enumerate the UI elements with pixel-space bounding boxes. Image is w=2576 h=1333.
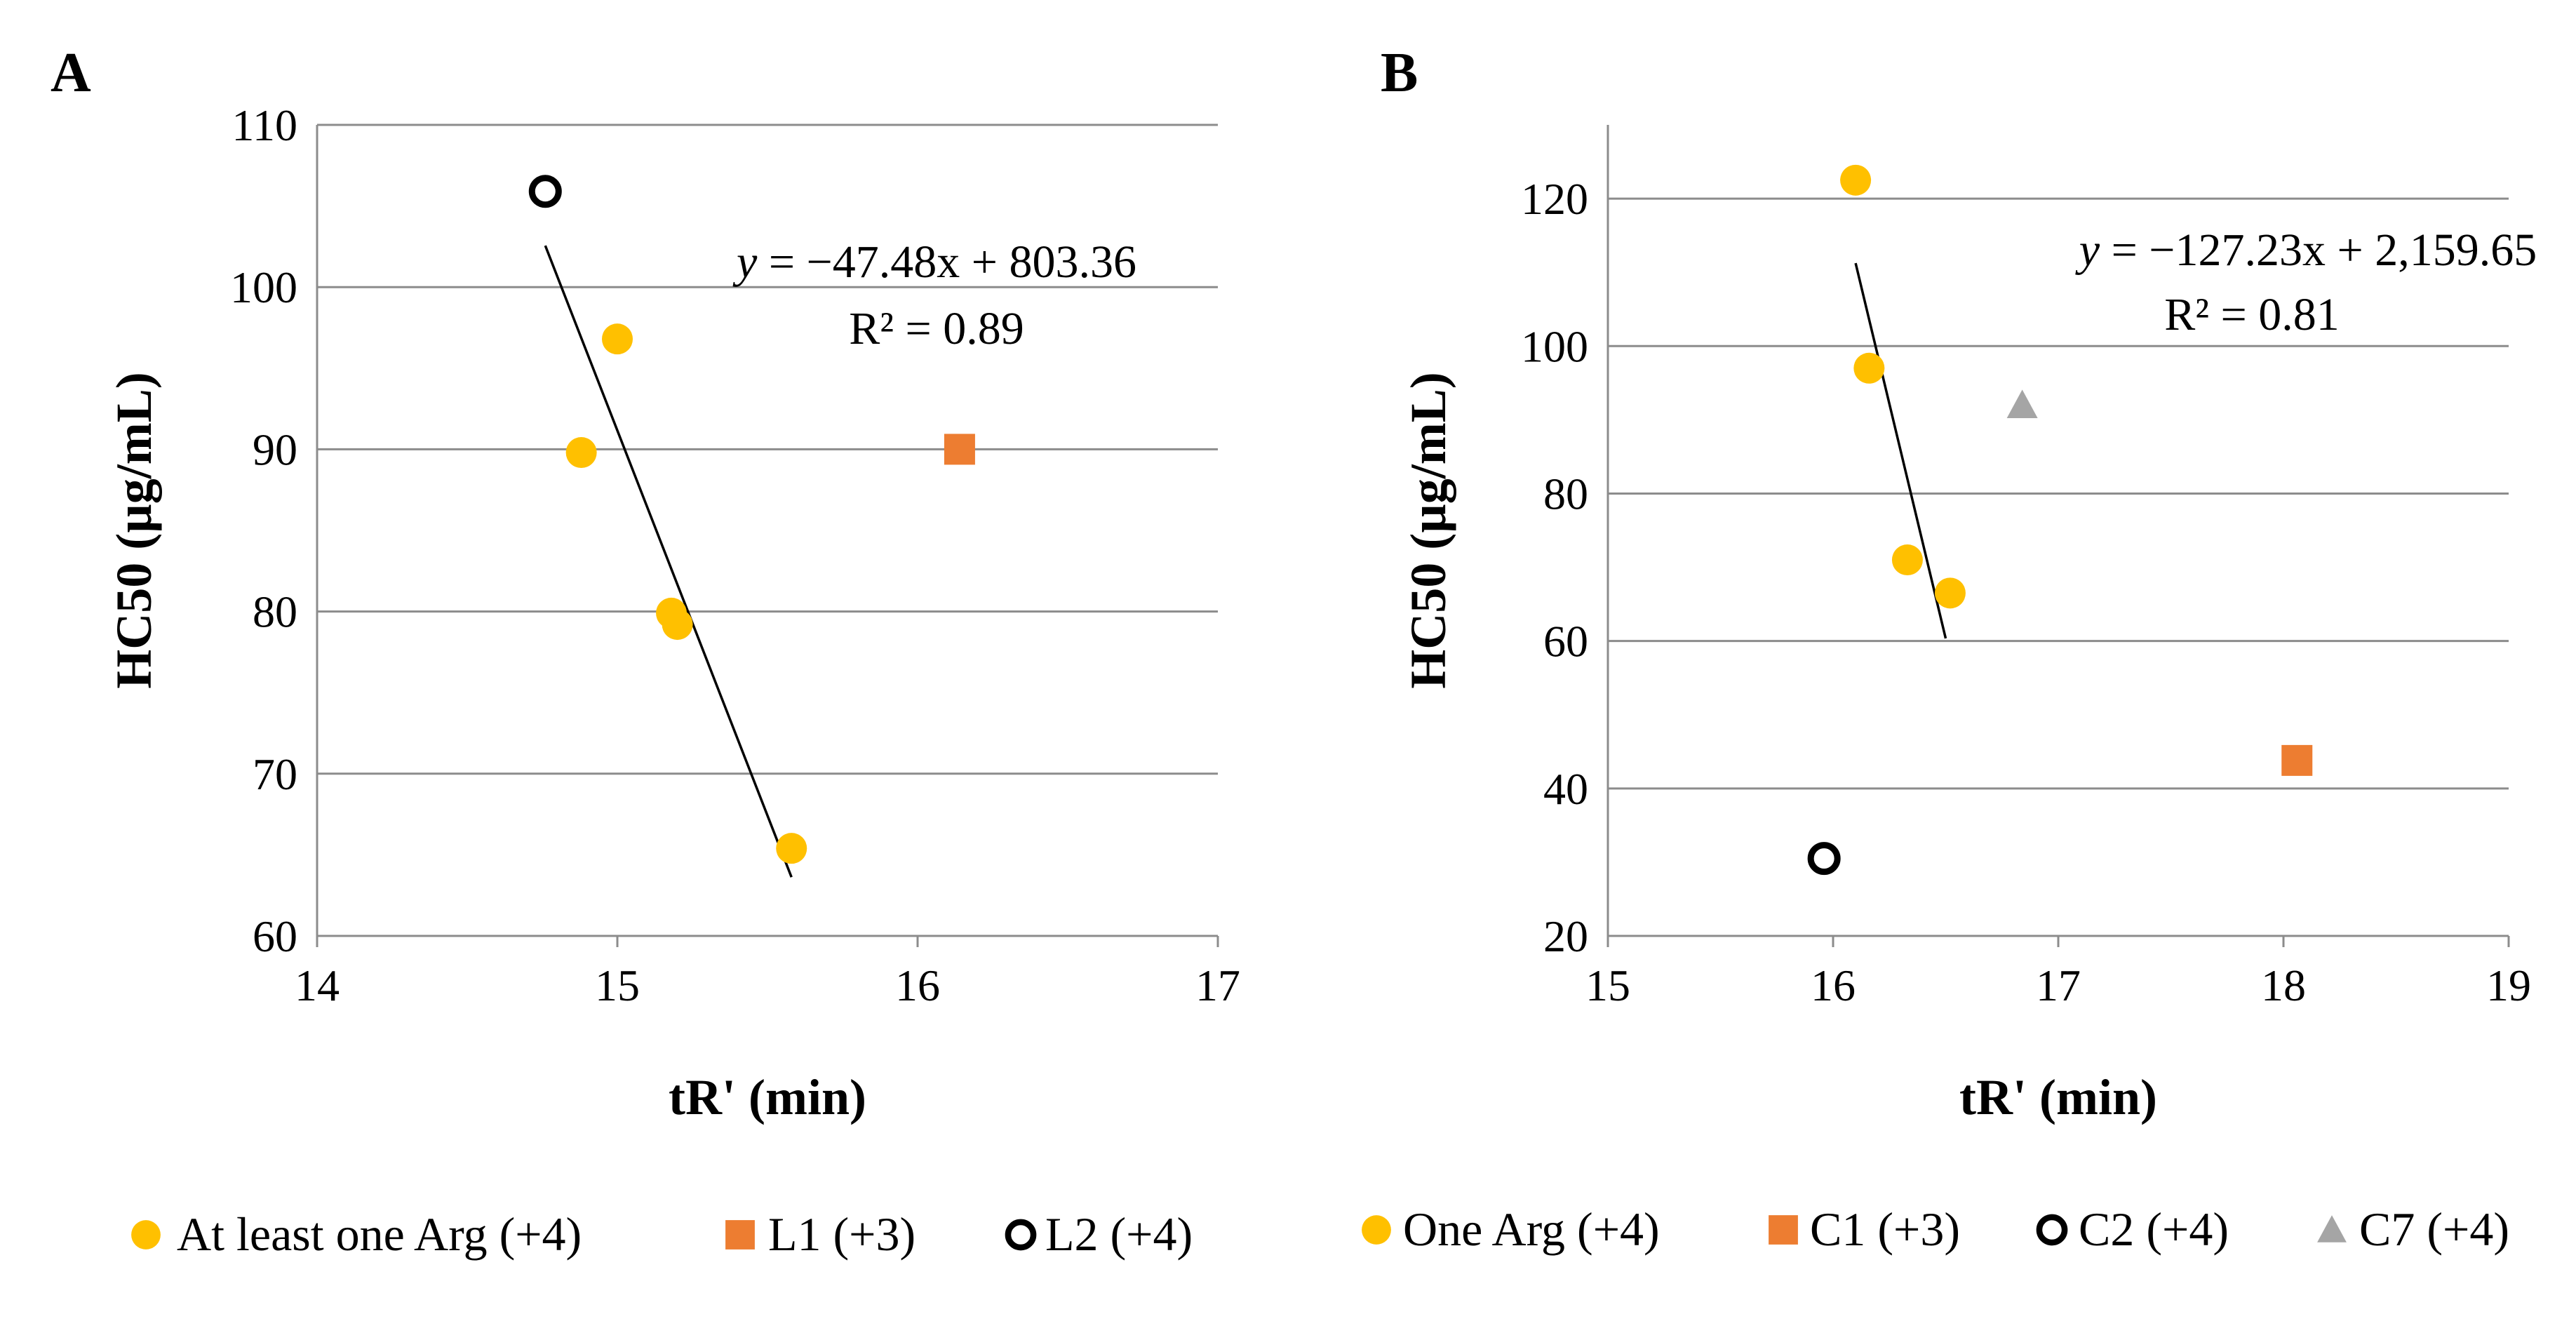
data-point-one-arg-4 (1934, 577, 1966, 609)
data-point-one-arg-4 (1840, 164, 1872, 196)
trendline (544, 245, 793, 878)
y-tick-label: 120 (1521, 174, 1588, 224)
data-point-at-least-one-arg-4 (565, 437, 597, 469)
data-point-l1-3 (944, 434, 975, 465)
legend-marker (2317, 1215, 2347, 1242)
data-point-at-least-one-arg-4 (776, 833, 807, 864)
data-point-one-arg-4 (1891, 544, 1923, 576)
y-tick-label: 80 (253, 587, 297, 637)
data-point-at-least-one-arg-4 (662, 609, 693, 641)
x-tick-label: 19 (2486, 960, 2531, 1010)
y-axis-title: HC50 (µg/mL) (106, 372, 162, 688)
x-axis-title: tR' (min) (1959, 1069, 2157, 1125)
y-axis-title: HC50 (µg/mL) (1400, 372, 1456, 688)
y-tick-label: 90 (253, 424, 297, 474)
trendline-equation: y = −47.48x + 803.36 (732, 236, 1136, 288)
data-point-c1-3 (2281, 744, 2313, 776)
legend-marker (2036, 1214, 2068, 1246)
y-tick-label: 110 (232, 100, 297, 150)
trendline-equation: y = −127.23x + 2,159.65 (2075, 225, 2537, 276)
legend: One Arg (+4) C1 (+3) C2 (+4) C7 (+4) (1362, 1203, 2509, 1256)
y-tick-label: 40 (1543, 764, 1588, 814)
legend-label: C1 (+3) (1810, 1203, 1960, 1256)
y-tick-label: 80 (1543, 469, 1588, 518)
legend-marker (131, 1220, 161, 1250)
legend-label: At least one Arg (+4) (177, 1207, 582, 1261)
x-tick-label: 17 (1195, 960, 1240, 1010)
y-tick-label: 100 (1521, 321, 1588, 371)
legend-marker (1769, 1215, 1798, 1245)
legend-label: One Arg (+4) (1403, 1203, 1660, 1256)
legend-label: C7 (+4) (2359, 1203, 2509, 1256)
trendline (1854, 262, 1947, 639)
y-tick-label: 60 (1543, 617, 1588, 666)
legend-marker (725, 1220, 755, 1250)
chart-panel-a: A 60 70 80 90 100 110 14 15 16 17 tR' (min) HC50 (µg… (51, 42, 1240, 1261)
chart-panel-b: B 20 40 60 80 100 120 15 16 17 18 19 tR' (min) HC50 (… (1362, 42, 2537, 1256)
legend: At least one Arg (+4) L1 (+3) L2 (+4) (131, 1207, 1193, 1261)
legend-label: L2 (+4) (1045, 1207, 1193, 1261)
panel-letter: B (1381, 42, 1418, 104)
x-tick-label: 16 (895, 960, 940, 1010)
data-point-at-least-one-arg-4 (602, 323, 633, 355)
legend-marker (1005, 1219, 1037, 1251)
y-tick-label: 20 (1543, 911, 1588, 961)
data-point-l2-4 (528, 175, 562, 208)
x-tick-label: 14 (295, 960, 340, 1010)
legend-marker (1362, 1215, 1391, 1245)
x-tick-label: 18 (2261, 960, 2306, 1010)
x-tick-label: 16 (1811, 960, 1856, 1010)
y-tick-label: 70 (253, 749, 297, 799)
data-point-c7-4 (2006, 389, 2038, 419)
data-point-c2-4 (1807, 842, 1841, 876)
r-squared-label: R² = 0.89 (849, 303, 1024, 354)
legend-label: L1 (+3) (768, 1207, 915, 1261)
panel-letter: A (51, 42, 91, 104)
x-tick-label: 15 (1585, 960, 1630, 1010)
r-squared-label: R² = 0.81 (2164, 289, 2340, 340)
data-point-one-arg-4 (1853, 352, 1885, 384)
y-tick-label: 60 (253, 911, 297, 961)
x-tick-label: 15 (595, 960, 640, 1010)
legend-label: C2 (+4) (2079, 1203, 2229, 1256)
y-tick-label: 100 (230, 262, 297, 312)
x-tick-label: 17 (2036, 960, 2081, 1010)
x-axis-title: tR' (min) (669, 1069, 866, 1125)
